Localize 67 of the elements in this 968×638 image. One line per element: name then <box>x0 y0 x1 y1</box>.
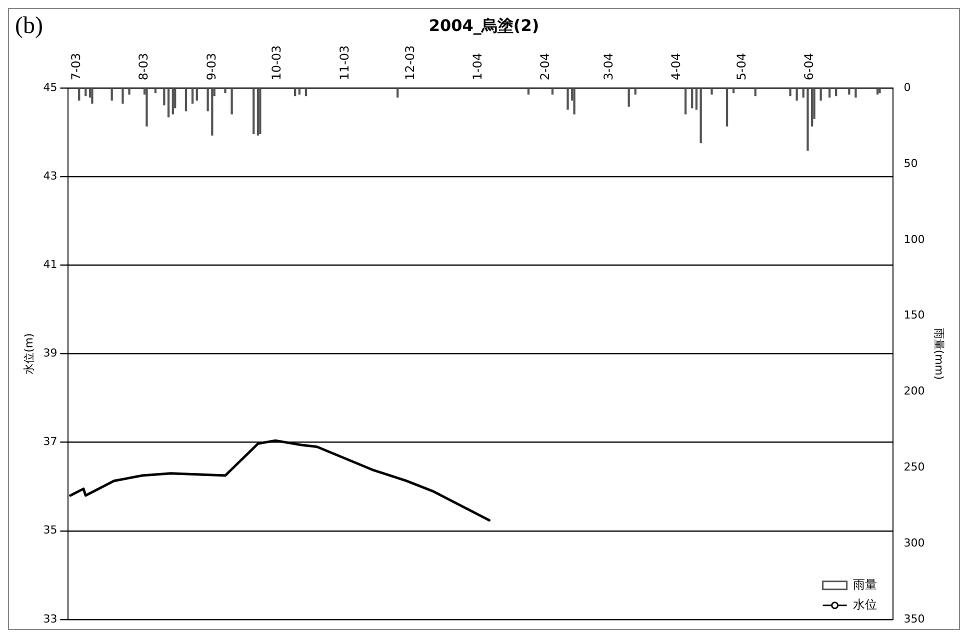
x-tick-label: 7-03 <box>69 52 84 80</box>
bar <box>726 88 728 126</box>
bar <box>878 88 881 94</box>
bar <box>789 88 792 96</box>
bar <box>191 88 194 104</box>
bar <box>573 88 576 114</box>
bar <box>848 88 850 95</box>
bar <box>230 88 233 114</box>
x-tick-label: 9-03 <box>204 52 218 80</box>
bar <box>566 88 569 110</box>
bar <box>110 88 113 101</box>
bar <box>796 88 798 101</box>
bar <box>806 88 809 151</box>
bar <box>700 88 702 144</box>
legend-label: 水位 <box>852 598 877 612</box>
bar <box>252 88 255 134</box>
y-tick-label: 35 <box>43 524 58 537</box>
y-tick-label: 45 <box>43 81 58 94</box>
y2-tick-label: 50 <box>904 156 918 170</box>
bar <box>820 88 822 101</box>
x-tick-label: 12-03 <box>402 45 417 80</box>
x-tick-label: 8-03 <box>136 52 151 80</box>
bar <box>91 88 94 104</box>
y2-tick-label: 350 <box>904 612 925 626</box>
y2-tick-label: 300 <box>904 536 925 550</box>
y2-tick-label: 0 <box>904 81 911 94</box>
bar <box>167 88 170 118</box>
y2-tick-label: 200 <box>904 384 925 398</box>
bar <box>691 88 694 108</box>
bar <box>224 88 226 94</box>
y-tick-label: 41 <box>43 258 58 272</box>
y-axis-title: 水位(m) <box>22 333 36 374</box>
x-tick-label: 2-04 <box>538 52 552 80</box>
bar <box>146 88 148 126</box>
y2-tick-label: 100 <box>904 232 925 246</box>
x-tick-label: 5-04 <box>734 52 748 80</box>
legend-label: 雨量 <box>852 578 877 592</box>
y-tick-label: 37 <box>43 435 58 448</box>
bar <box>163 88 166 106</box>
bar <box>684 88 687 114</box>
x-tick-label: 1-04 <box>470 52 484 80</box>
x-tick-label: 11-03 <box>337 45 352 80</box>
y2-axis-title: 雨量(mm) <box>932 328 946 380</box>
bar <box>811 88 814 126</box>
bar <box>172 88 174 114</box>
x-tick-label: 10-03 <box>270 45 284 80</box>
text: (b) <box>15 13 43 40</box>
bar <box>211 88 214 136</box>
y2-tick-label: 250 <box>904 460 925 474</box>
y2-tick-label: 150 <box>904 308 925 322</box>
x-tick-label: 3-04 <box>601 52 616 80</box>
y-tick-label: 33 <box>43 612 58 626</box>
bar <box>128 88 130 95</box>
bar <box>628 88 630 107</box>
bar <box>854 88 857 98</box>
bar <box>184 88 188 112</box>
bar <box>256 88 260 136</box>
bar <box>695 88 698 110</box>
bar <box>710 88 713 95</box>
bar <box>122 88 124 104</box>
x-tick-label: 4-04 <box>668 52 683 80</box>
y-tick-label: 39 <box>43 346 58 360</box>
x-tick-label: 6-04 <box>802 52 816 80</box>
y-tick-label: 43 <box>43 170 58 183</box>
bar <box>259 88 262 134</box>
bar <box>206 88 209 112</box>
chart-title: 2004_烏塗(2) <box>428 16 540 35</box>
